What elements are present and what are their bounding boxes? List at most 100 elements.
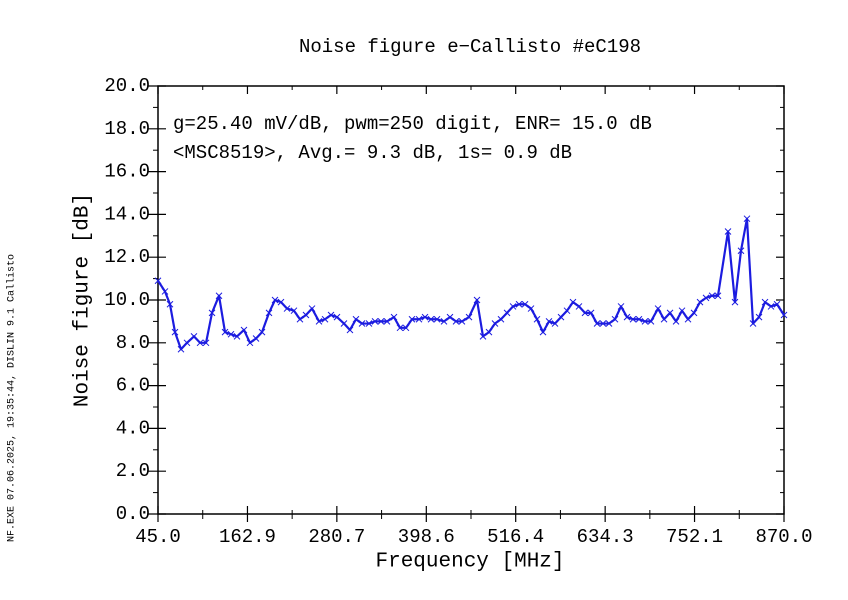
data-marker [240,326,248,334]
x-tick-label: 870.0 [755,526,812,548]
data-marker [654,305,662,312]
data-marker [539,328,547,336]
data-marker [358,320,366,327]
data-marker [321,315,329,323]
data-marker [587,309,595,317]
y-tick-label: 16.0 [104,161,150,183]
y-tick-label: 14.0 [104,203,150,225]
data-marker [503,309,511,317]
data-marker [749,320,757,327]
data-marker [415,315,423,323]
data-marker [408,315,416,323]
data-marker [737,247,745,255]
data-marker [315,318,323,325]
y-tick-label: 12.0 [104,246,150,268]
data-marker [660,315,668,323]
data-marker [641,318,649,325]
data-marker [352,315,360,323]
data-marker [446,313,454,321]
data-marker [690,309,698,317]
data-marker [440,318,448,325]
data-marker [283,305,291,312]
data-marker [383,318,391,325]
data-marker [780,311,788,319]
data-marker [246,339,254,347]
data-marker [308,305,316,312]
data-marker [773,300,781,308]
data-marker [635,315,643,323]
data-marker [629,315,637,323]
data-marker [557,313,565,321]
data-marker [761,298,769,306]
data-marker [465,313,473,321]
annotation: <MSC8519>, Avg.= 9.3 dB, 1s= 0.9 dB [173,142,572,164]
data-marker [743,215,751,223]
data-marker [509,303,517,310]
data-marker [666,309,674,317]
y-tick-label: 10.0 [104,289,150,311]
data-marker [551,320,559,327]
data-marker [533,315,541,323]
data-marker [724,228,732,235]
x-tick-label: 752.1 [666,526,723,548]
data-marker [154,277,162,285]
data-marker [767,303,775,310]
data-marker [575,303,583,310]
y-tick-label: 2.0 [116,460,150,482]
data-marker [371,318,379,325]
data-marker [221,328,229,336]
data-marker [327,311,335,319]
data-marker [521,300,529,308]
data-marker [611,315,619,323]
data-marker [333,313,341,321]
data-marker [731,298,739,306]
data-marker [340,320,348,327]
data-marker [678,307,686,315]
data-marker [196,339,204,347]
data-marker [166,300,174,308]
data-marker [227,330,235,338]
data-marker [623,313,631,321]
data-marker [491,320,499,327]
data-marker [296,315,304,323]
x-tick-label: 45.0 [135,526,181,548]
data-marker [599,320,607,327]
data-marker [702,294,710,302]
data-marker [377,318,385,325]
data-marker [365,320,373,327]
x-tick-label: 280.7 [308,526,365,548]
data-marker [177,345,185,353]
data-marker [258,328,266,336]
data-marker [277,298,285,306]
x-tick-label: 516.4 [487,526,544,548]
data-marker [617,303,625,310]
data-marker [593,320,601,327]
data-marker [265,309,273,317]
data-marker [563,307,571,315]
x-tick-label: 634.3 [577,526,634,548]
data-marker [433,315,441,323]
data-marker [171,328,179,336]
data-marker [479,333,487,340]
data-line [157,217,785,351]
data-marker [708,292,716,300]
data-marker [714,292,722,300]
data-marker [473,296,481,304]
data-marker [215,292,223,300]
data-marker [497,315,505,323]
data-marker [302,311,310,319]
data-marker [527,305,535,312]
y-tick-label: 20.0 [104,75,150,97]
x-tick-label: 162.9 [219,526,276,548]
data-marker [390,313,398,321]
data-marker [545,318,553,325]
data-marker [396,324,404,332]
annotation: g=25.40 mV/dB, pwm=250 digit, ENR= 15.0 … [173,113,652,135]
y-tick-label: 6.0 [116,375,150,397]
data-marker [755,313,763,321]
y-tick-label: 8.0 [116,332,150,354]
data-marker [427,315,435,323]
data-marker [208,309,216,317]
data-marker [452,318,460,325]
